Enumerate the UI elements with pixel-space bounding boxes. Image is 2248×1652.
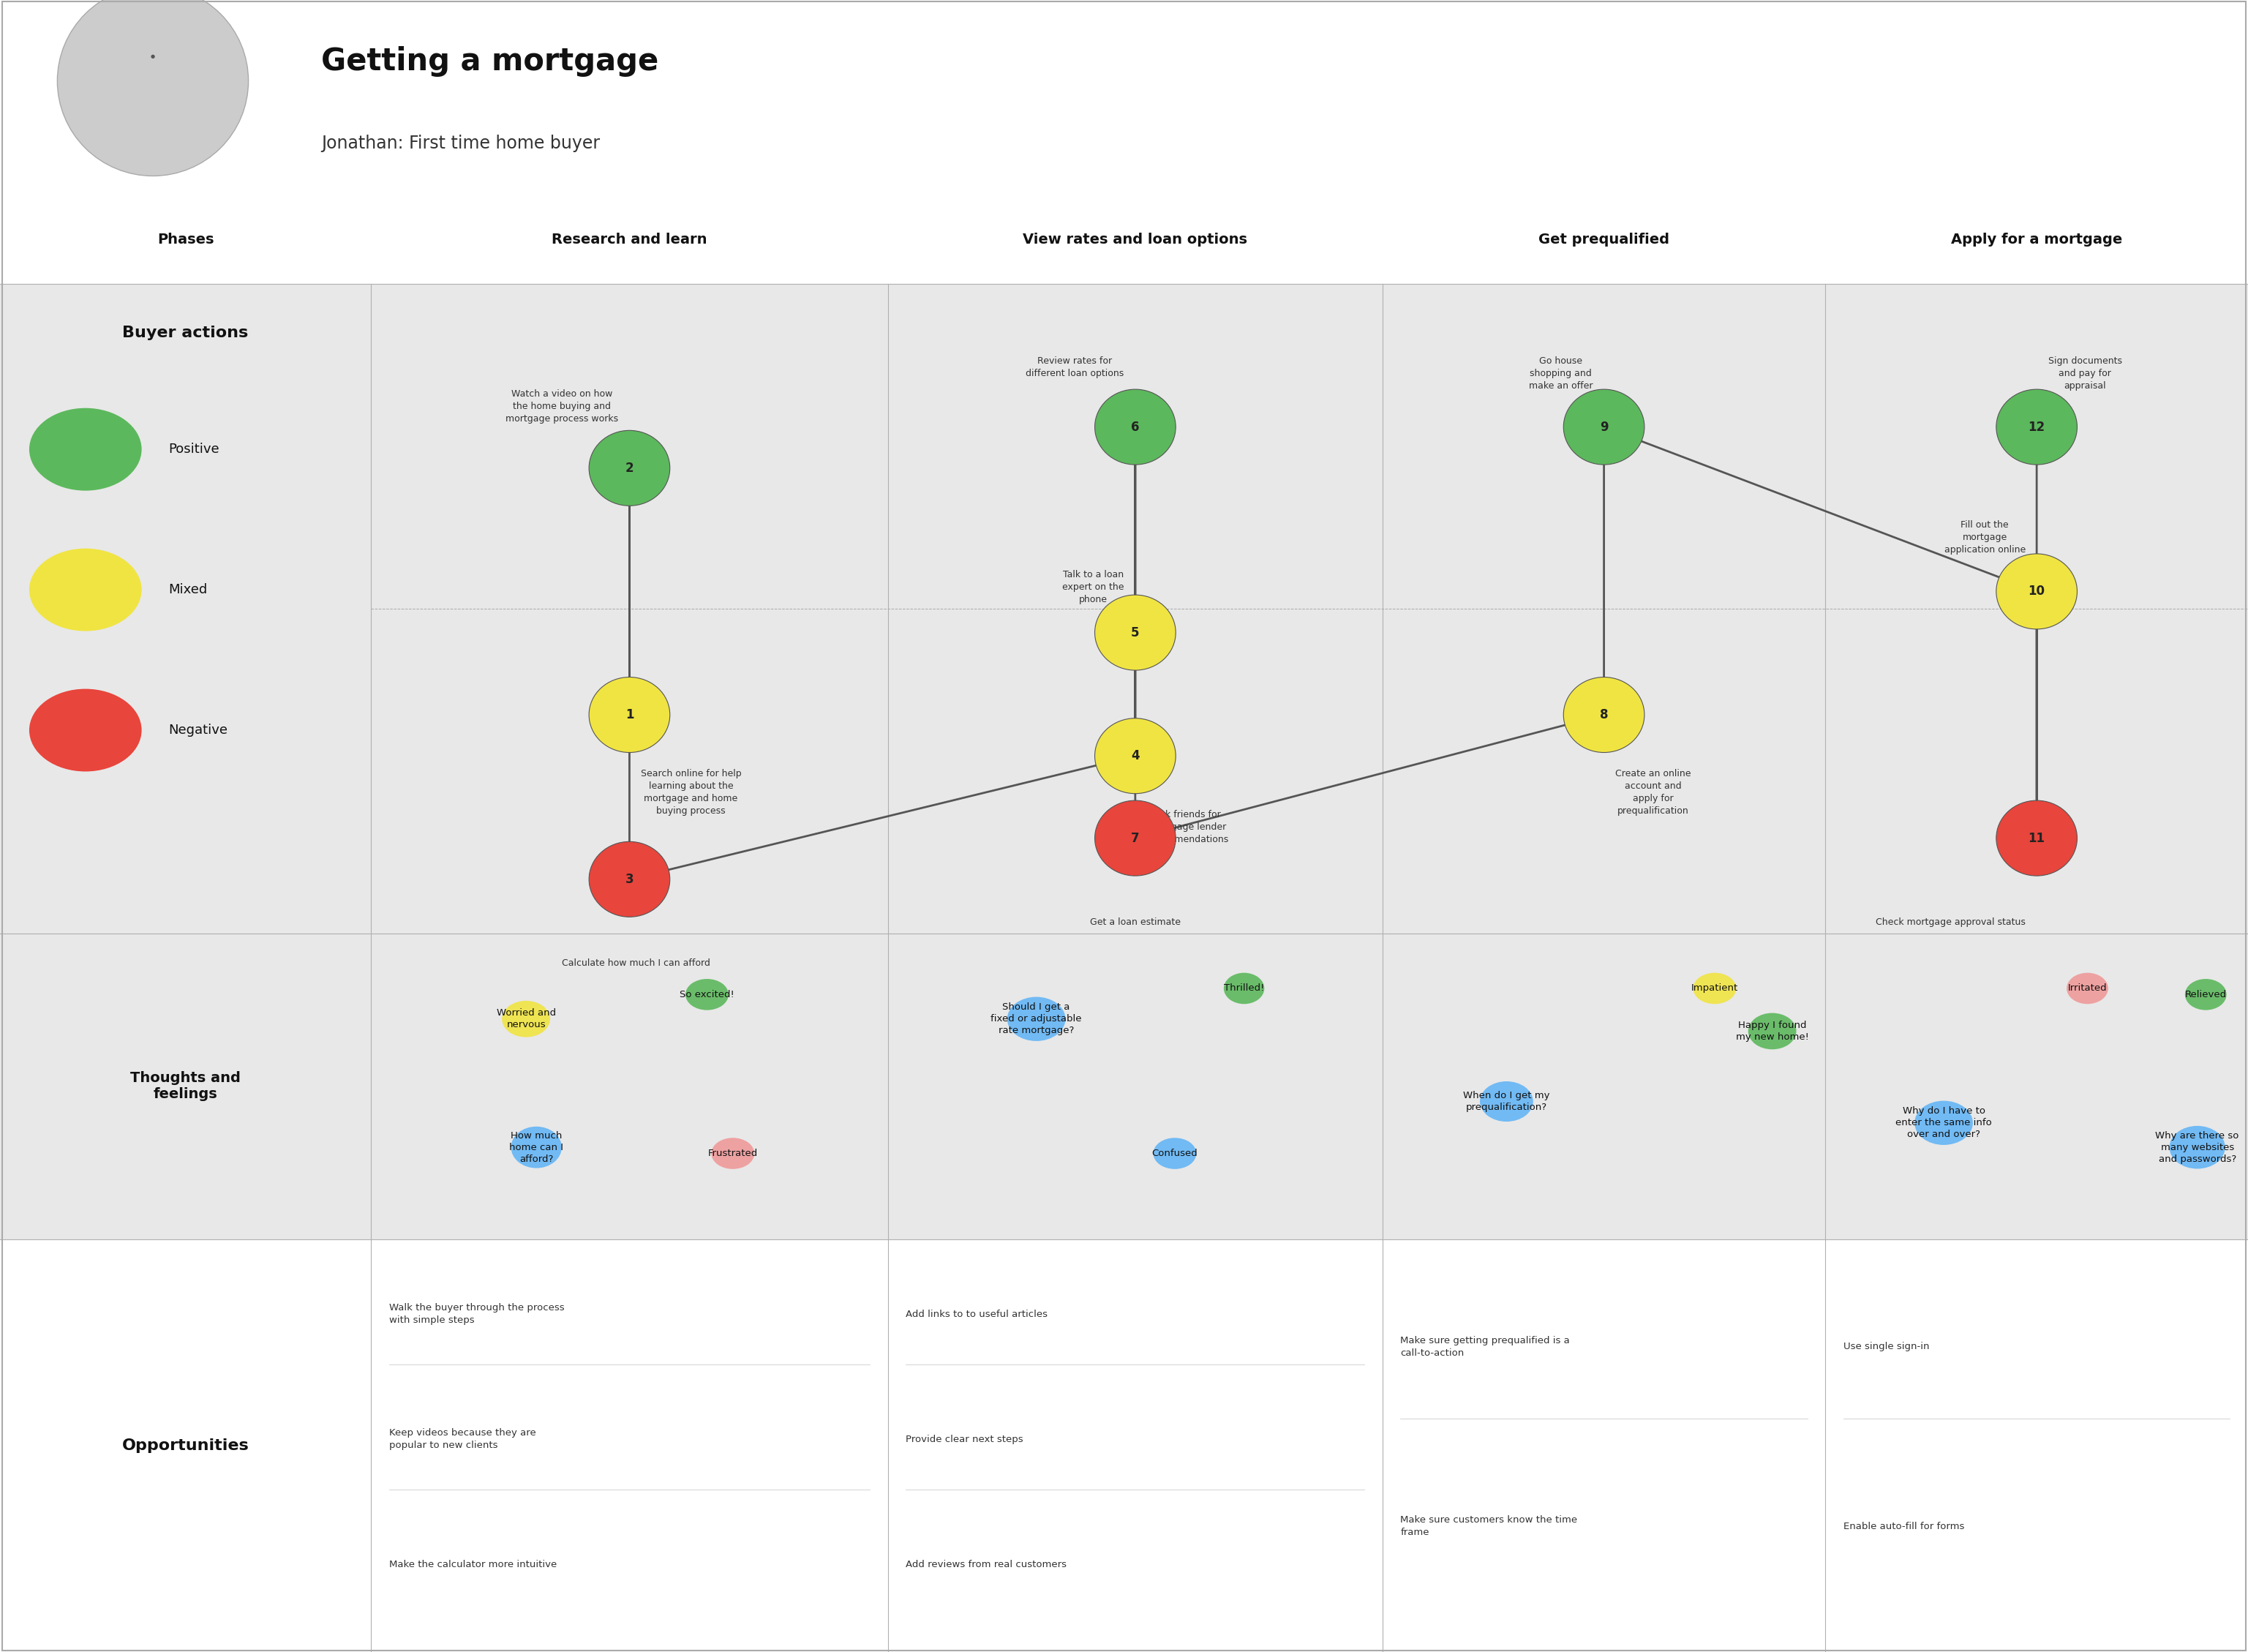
Ellipse shape (1693, 973, 1735, 1004)
Ellipse shape (501, 1001, 551, 1037)
Ellipse shape (1095, 390, 1176, 464)
Ellipse shape (1996, 801, 2077, 876)
Text: Getting a mortgage: Getting a mortgage (321, 46, 659, 76)
Bar (0, 933, 2248, 1239)
Text: Apply for a mortgage: Apply for a mortgage (1951, 233, 2122, 246)
Ellipse shape (1095, 801, 1176, 876)
Text: Sign documents
and pay for
appraisal: Sign documents and pay for appraisal (2048, 357, 2122, 390)
Text: Should I get a
fixed or adjustable
rate mortgage?: Should I get a fixed or adjustable rate … (991, 1003, 1081, 1036)
Text: Go house
shopping and
make an offer: Go house shopping and make an offer (1529, 357, 1592, 390)
Text: 12: 12 (2028, 420, 2046, 433)
Text: Why do I have to
enter the same info
over and over?: Why do I have to enter the same info ove… (1895, 1107, 1992, 1140)
Text: So excited!: So excited! (679, 990, 735, 999)
Ellipse shape (686, 980, 728, 1009)
Text: Add links to to useful articles: Add links to to useful articles (906, 1310, 1048, 1318)
Text: Jonathan: First time home buyer: Jonathan: First time home buyer (321, 135, 600, 152)
Text: Talk to a loan
expert on the
phone: Talk to a loan expert on the phone (1063, 570, 1124, 605)
Text: Walk the buyer through the process
with simple steps: Walk the buyer through the process with … (389, 1303, 564, 1325)
Text: Why are there so
many websites
and passwords?: Why are there so many websites and passw… (2156, 1132, 2239, 1163)
Text: Search online for help
learning about the
mortgage and home
buying process: Search online for help learning about th… (641, 768, 742, 816)
Text: Confused: Confused (1151, 1148, 1198, 1158)
Ellipse shape (510, 1127, 562, 1168)
Ellipse shape (58, 0, 247, 175)
Text: 2: 2 (625, 461, 634, 474)
Text: Get prequalified: Get prequalified (1538, 233, 1670, 246)
Text: Ask friends for
mortgage lender
recommendations: Ask friends for mortgage lender recommen… (1146, 809, 1230, 844)
Text: Use single sign-in: Use single sign-in (1843, 1341, 1929, 1351)
Ellipse shape (1095, 719, 1176, 793)
Text: 1: 1 (625, 709, 634, 722)
Text: Make sure getting prequalified is a
call-to-action: Make sure getting prequalified is a call… (1401, 1336, 1569, 1358)
Ellipse shape (1223, 973, 1263, 1004)
Ellipse shape (589, 431, 670, 506)
Text: View rates and loan options: View rates and loan options (1023, 233, 1248, 246)
Ellipse shape (2066, 973, 2109, 1004)
Ellipse shape (710, 1138, 755, 1170)
Circle shape (29, 548, 142, 631)
Circle shape (29, 408, 142, 491)
Ellipse shape (2169, 1127, 2226, 1168)
Text: Watch a video on how
the home buying and
mortgage process works: Watch a video on how the home buying and… (506, 390, 618, 423)
Ellipse shape (589, 841, 670, 917)
Text: 3: 3 (625, 872, 634, 885)
Ellipse shape (1007, 996, 1066, 1041)
Ellipse shape (1996, 390, 2077, 464)
Text: Review rates for
different loan options: Review rates for different loan options (1025, 357, 1124, 378)
Text: ●: ● (151, 55, 155, 58)
Text: Positive: Positive (169, 443, 220, 456)
Text: 8: 8 (1601, 709, 1607, 722)
Ellipse shape (1153, 1138, 1196, 1170)
Bar (0, 284, 2248, 933)
Ellipse shape (1095, 595, 1176, 671)
Text: Happy I found
my new home!: Happy I found my new home! (1735, 1021, 1810, 1042)
Text: Irritated: Irritated (2068, 983, 2106, 993)
Circle shape (29, 689, 142, 771)
Text: Make the calculator more intuitive: Make the calculator more intuitive (389, 1559, 558, 1569)
Text: Research and learn: Research and learn (551, 233, 708, 246)
Text: Add reviews from real customers: Add reviews from real customers (906, 1559, 1068, 1569)
Ellipse shape (1479, 1082, 1533, 1122)
Text: Phases: Phases (157, 233, 214, 246)
Text: 10: 10 (2028, 585, 2046, 598)
Ellipse shape (589, 677, 670, 752)
Text: When do I get my
prequalification?: When do I get my prequalification? (1463, 1090, 1549, 1112)
Text: Provide clear next steps: Provide clear next steps (906, 1434, 1023, 1444)
Text: Make sure customers know the time
frame: Make sure customers know the time frame (1401, 1515, 1578, 1536)
Text: Frustrated: Frustrated (708, 1148, 758, 1158)
Ellipse shape (1749, 1013, 1796, 1049)
Text: Impatient: Impatient (1690, 983, 1738, 993)
Ellipse shape (1996, 553, 2077, 629)
Text: 11: 11 (2028, 831, 2046, 844)
Text: Check mortgage approval status: Check mortgage approval status (1875, 917, 2025, 927)
Ellipse shape (1915, 1100, 1974, 1145)
Text: Relieved: Relieved (2185, 990, 2226, 999)
Text: 9: 9 (1601, 420, 1607, 433)
Text: 4: 4 (1131, 750, 1140, 763)
Text: Buyer actions: Buyer actions (121, 325, 250, 340)
Text: Create an online
account and
apply for
prequalification: Create an online account and apply for p… (1614, 768, 1690, 816)
Text: 6: 6 (1131, 420, 1140, 433)
Text: Fill out the
mortgage
application online: Fill out the mortgage application online (1945, 520, 2025, 555)
Text: Worried and
nervous: Worried and nervous (497, 1008, 555, 1029)
Text: Thrilled!: Thrilled! (1223, 983, 1263, 993)
Text: Negative: Negative (169, 724, 227, 737)
Text: 7: 7 (1131, 831, 1140, 844)
Text: Mixed: Mixed (169, 583, 207, 596)
Ellipse shape (2185, 980, 2226, 1009)
Text: Calculate how much I can afford: Calculate how much I can afford (562, 958, 710, 968)
Ellipse shape (1565, 677, 1643, 752)
Text: How much
home can I
afford?: How much home can I afford? (510, 1132, 564, 1163)
Text: Enable auto-fill for forms: Enable auto-fill for forms (1843, 1521, 1965, 1531)
Text: Keep videos because they are
popular to new clients: Keep videos because they are popular to … (389, 1429, 535, 1450)
Text: 5: 5 (1131, 626, 1140, 639)
Text: Thoughts and
feelings: Thoughts and feelings (130, 1070, 241, 1102)
Ellipse shape (1565, 390, 1643, 464)
Text: Get a loan estimate: Get a loan estimate (1090, 917, 1180, 927)
Text: Opportunities: Opportunities (121, 1439, 250, 1452)
